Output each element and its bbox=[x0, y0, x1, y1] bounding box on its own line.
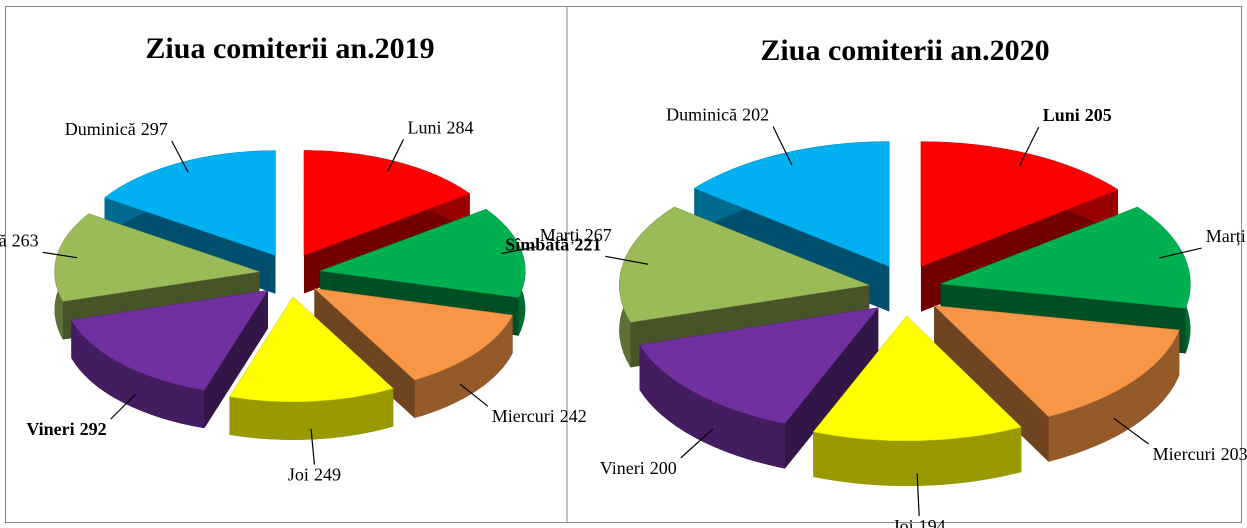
data-label: Vineri 200 bbox=[600, 458, 677, 478]
leader-line bbox=[310, 428, 316, 465]
slice-top bbox=[812, 315, 1022, 442]
slice-top bbox=[229, 296, 394, 403]
leader-line bbox=[110, 393, 137, 420]
slice bbox=[313, 288, 514, 419]
slice-top bbox=[920, 141, 1119, 267]
label-category: Marți bbox=[540, 225, 580, 245]
leader-line bbox=[605, 255, 649, 265]
slice bbox=[229, 296, 394, 440]
data-label: Duminică 297 bbox=[65, 119, 168, 139]
slice-top bbox=[639, 307, 879, 424]
label-category: Joi bbox=[288, 465, 309, 485]
data-label: Luni 284 bbox=[408, 117, 474, 137]
data-label: Duminică 202 bbox=[666, 105, 769, 125]
data-label: Joi 249 bbox=[288, 465, 341, 485]
leader-line bbox=[1113, 417, 1150, 445]
label-category: Sîmbătă bbox=[0, 230, 7, 250]
data-label: Marți 267 bbox=[540, 225, 612, 245]
slice-top bbox=[313, 288, 514, 381]
data-label: Sîmbătă 221 bbox=[505, 234, 601, 254]
label-value: 242 bbox=[560, 406, 587, 426]
label-value: 205 bbox=[1085, 105, 1112, 125]
label-value: 292 bbox=[80, 419, 107, 439]
label-value: 284 bbox=[447, 117, 474, 137]
slice-wall bbox=[813, 427, 1022, 486]
slice bbox=[618, 206, 871, 368]
frame bbox=[5, 6, 1242, 523]
label-category: Duminică bbox=[65, 119, 136, 139]
data-label: Vineri 292 bbox=[26, 419, 106, 439]
label-category: Joi bbox=[893, 516, 914, 528]
label-value: 202 bbox=[742, 105, 769, 125]
chart-title: Ziua comiterii an.2019 bbox=[145, 32, 434, 65]
label-value: 267 bbox=[585, 225, 612, 245]
leader-line bbox=[1019, 126, 1040, 166]
label-category: Miercuri bbox=[1153, 444, 1216, 464]
slice bbox=[639, 307, 879, 469]
slice-top bbox=[933, 305, 1180, 418]
label-value: 203 bbox=[1221, 444, 1247, 464]
leader-line bbox=[501, 246, 536, 255]
slice-top bbox=[303, 150, 471, 256]
leader-line bbox=[1159, 247, 1202, 259]
leader-line bbox=[680, 428, 714, 459]
leader-line bbox=[387, 139, 405, 172]
label-category: Miercuri bbox=[492, 406, 555, 426]
slice-wall bbox=[639, 344, 785, 469]
slice-top bbox=[693, 141, 890, 267]
leader-line bbox=[916, 473, 920, 517]
slice bbox=[812, 315, 1022, 486]
slice-top bbox=[320, 208, 526, 298]
label-category: Luni bbox=[1043, 105, 1080, 125]
label-category: Duminică bbox=[666, 105, 737, 125]
slice-top bbox=[940, 206, 1191, 309]
slice-wall bbox=[71, 320, 205, 429]
label-value: 263 bbox=[12, 230, 39, 250]
label-category: Luni bbox=[408, 117, 442, 137]
data-label: Miercuri 242 bbox=[492, 406, 587, 426]
label-category: Vineri bbox=[600, 458, 645, 478]
label-category: Marți bbox=[1206, 226, 1246, 246]
data-label: Marți194 bbox=[1206, 226, 1247, 246]
slice-top bbox=[618, 206, 871, 323]
label-value: 200 bbox=[650, 458, 677, 478]
label-category: Sîmbătă bbox=[505, 234, 569, 254]
slice-top bbox=[104, 150, 276, 256]
leader-line bbox=[171, 140, 189, 173]
leader-line bbox=[42, 251, 78, 259]
label-value: 249 bbox=[314, 465, 341, 485]
slice bbox=[70, 290, 269, 429]
label-value: 297 bbox=[141, 119, 168, 139]
slice-side bbox=[934, 305, 1049, 462]
label-value: 194 bbox=[919, 516, 946, 528]
leader-line bbox=[772, 126, 793, 166]
data-label: Sîmbătă 263 bbox=[0, 230, 39, 250]
data-label: Joi 194 bbox=[893, 516, 946, 528]
leader-line bbox=[459, 383, 489, 407]
slice-wall bbox=[1048, 329, 1180, 462]
label-value: 221 bbox=[574, 234, 601, 254]
slice-top bbox=[70, 290, 269, 391]
slice bbox=[933, 305, 1180, 462]
data-label: Miercuri 203 bbox=[1153, 444, 1247, 464]
label-category: Vineri bbox=[26, 419, 74, 439]
data-label: Luni 205 bbox=[1043, 105, 1112, 125]
slice-top bbox=[54, 213, 260, 302]
chart-title: Ziua comiterii an.2020 bbox=[760, 34, 1049, 67]
slice-wall bbox=[414, 315, 513, 419]
